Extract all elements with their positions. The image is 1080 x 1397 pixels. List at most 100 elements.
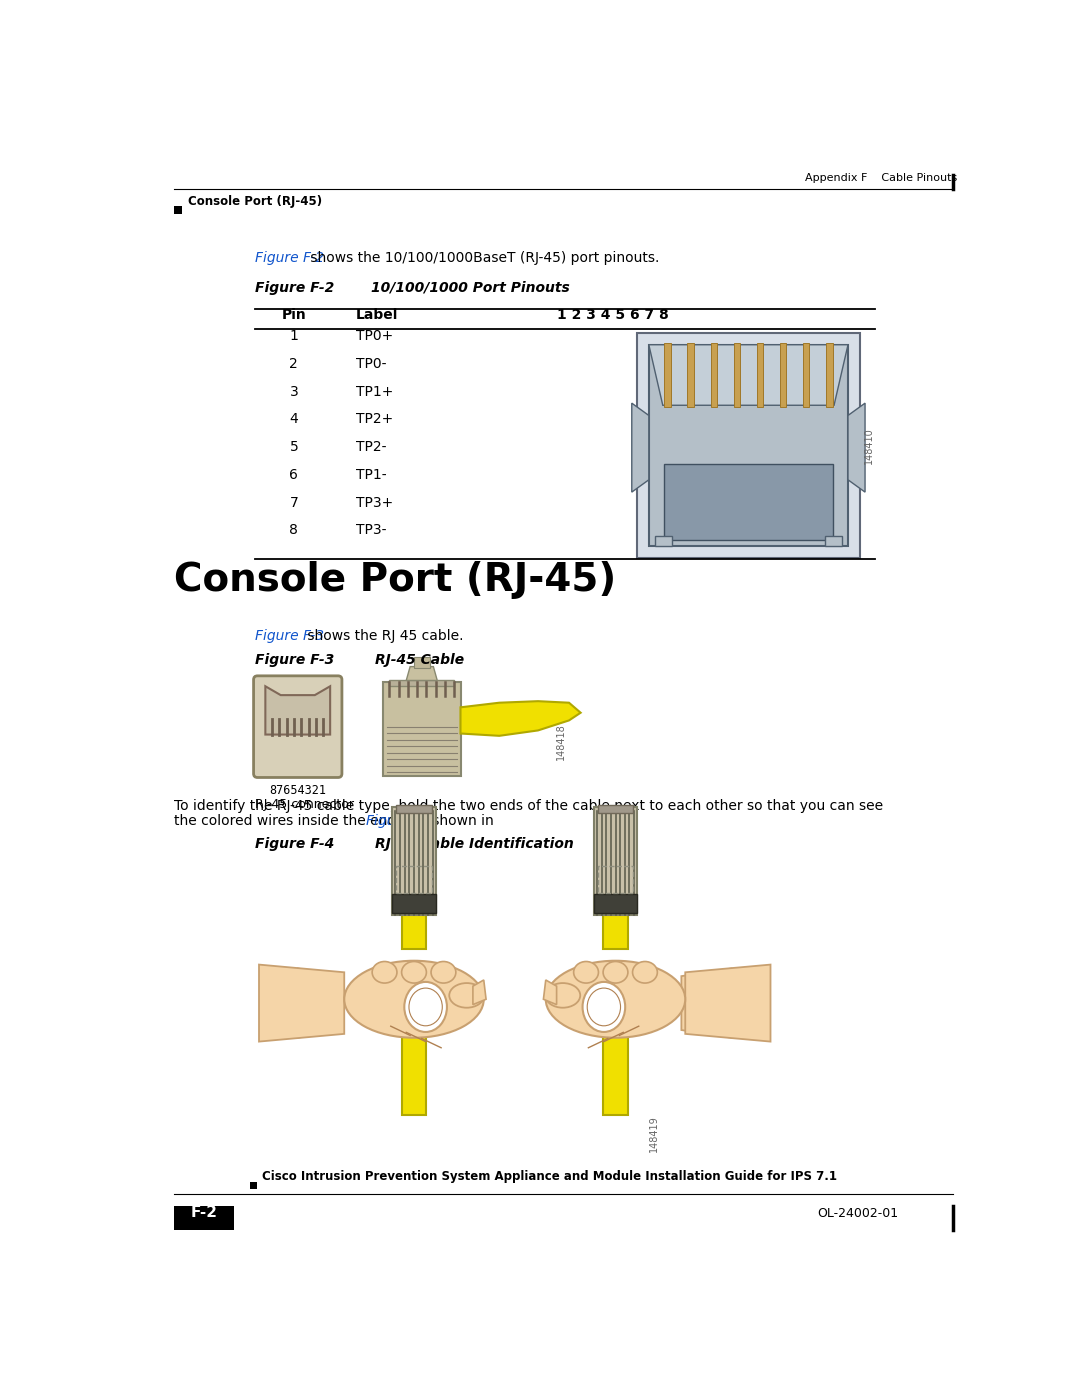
- Ellipse shape: [633, 961, 658, 983]
- Text: .: .: [410, 814, 416, 828]
- Text: shows the RJ 45 cable.: shows the RJ 45 cable.: [303, 629, 463, 643]
- Bar: [594, 894, 637, 914]
- Bar: [664, 344, 671, 407]
- Text: RJ-45 connector: RJ-45 connector: [255, 798, 354, 810]
- Text: the colored wires inside the ends, as shown in: the colored wires inside the ends, as sh…: [174, 814, 498, 828]
- Text: 8: 8: [289, 524, 298, 538]
- Bar: [414, 657, 430, 668]
- Bar: [383, 682, 460, 775]
- Ellipse shape: [582, 982, 625, 1032]
- FancyBboxPatch shape: [254, 676, 342, 778]
- Ellipse shape: [402, 961, 427, 983]
- Text: shows the 10/100/1000BaseT (RJ-45) port pinouts.: shows the 10/100/1000BaseT (RJ-45) port …: [306, 251, 659, 265]
- Text: 148419: 148419: [649, 1116, 659, 1153]
- Polygon shape: [681, 968, 747, 1038]
- Text: 148418: 148418: [556, 722, 566, 760]
- Text: RJ-45 Cable: RJ-45 Cable: [375, 652, 464, 666]
- Polygon shape: [543, 979, 556, 1004]
- Text: RJ-45 Cable Identification: RJ-45 Cable Identification: [375, 837, 573, 851]
- Text: TP2+: TP2+: [356, 412, 393, 426]
- Polygon shape: [406, 666, 437, 680]
- Ellipse shape: [573, 961, 598, 983]
- Text: TP1+: TP1+: [356, 384, 393, 398]
- Polygon shape: [473, 979, 486, 1004]
- Text: OL-24002-01: OL-24002-01: [818, 1207, 899, 1220]
- Text: TP3+: TP3+: [356, 496, 393, 510]
- Polygon shape: [266, 686, 330, 735]
- Bar: [733, 344, 740, 407]
- Bar: [249, 1182, 257, 1189]
- Bar: [711, 344, 717, 407]
- Text: 5: 5: [289, 440, 298, 454]
- Bar: [396, 866, 432, 893]
- Bar: [597, 805, 633, 813]
- Text: 4: 4: [289, 412, 298, 426]
- Bar: [174, 1206, 234, 1231]
- Bar: [396, 805, 432, 813]
- Text: Figure F-4: Figure F-4: [366, 814, 435, 828]
- Text: Appendix F    Cable Pinouts: Appendix F Cable Pinouts: [806, 173, 958, 183]
- Text: Figure F-2: Figure F-2: [255, 281, 335, 295]
- Polygon shape: [649, 345, 848, 405]
- Bar: [402, 1007, 427, 1115]
- Ellipse shape: [373, 961, 397, 983]
- Bar: [664, 464, 833, 541]
- Text: Label: Label: [356, 307, 399, 321]
- Bar: [594, 806, 637, 915]
- Bar: [656, 535, 672, 546]
- Ellipse shape: [449, 983, 484, 1007]
- Bar: [392, 806, 435, 915]
- Text: 7: 7: [289, 496, 298, 510]
- Text: Pin: Pin: [282, 307, 307, 321]
- Text: Figure F-4: Figure F-4: [255, 837, 335, 851]
- Bar: [688, 344, 693, 407]
- Bar: [174, 207, 181, 214]
- Bar: [603, 1007, 627, 1115]
- Text: TP2-: TP2-: [356, 440, 387, 454]
- Bar: [389, 680, 455, 686]
- Bar: [392, 894, 435, 914]
- Polygon shape: [259, 964, 345, 1042]
- Ellipse shape: [545, 983, 580, 1007]
- Text: 148410: 148410: [864, 427, 874, 464]
- Text: TP1-: TP1-: [356, 468, 387, 482]
- Text: To identify the RJ-45 cable type, hold the two ends of the cable next to each ot: To identify the RJ-45 cable type, hold t…: [174, 799, 882, 813]
- Polygon shape: [460, 701, 581, 736]
- Text: F-2: F-2: [190, 1206, 217, 1220]
- Text: 3: 3: [289, 384, 298, 398]
- Text: 1: 1: [289, 330, 298, 344]
- Bar: [826, 344, 833, 407]
- Polygon shape: [632, 404, 649, 492]
- Text: 2: 2: [289, 356, 298, 372]
- Text: 6: 6: [289, 468, 298, 482]
- Ellipse shape: [588, 988, 621, 1025]
- Text: TP0-: TP0-: [356, 356, 387, 372]
- Polygon shape: [685, 964, 770, 1042]
- Ellipse shape: [345, 961, 484, 1038]
- Polygon shape: [848, 404, 865, 492]
- Ellipse shape: [431, 961, 456, 983]
- Bar: [780, 344, 786, 407]
- Ellipse shape: [409, 988, 443, 1025]
- Bar: [757, 344, 764, 407]
- Bar: [804, 344, 809, 407]
- Text: Figure F-3: Figure F-3: [255, 629, 324, 643]
- Text: Console Port (RJ-45): Console Port (RJ-45): [174, 560, 616, 599]
- Ellipse shape: [545, 961, 685, 1038]
- Bar: [637, 334, 860, 557]
- Bar: [597, 866, 633, 893]
- Text: 1 2 3 4 5 6 7 8: 1 2 3 4 5 6 7 8: [557, 307, 670, 321]
- Text: 87654321: 87654321: [269, 784, 326, 796]
- Text: Figure F-2: Figure F-2: [255, 251, 324, 265]
- Bar: [603, 884, 627, 949]
- Text: Cisco Intrusion Prevention System Appliance and Module Installation Guide for IP: Cisco Intrusion Prevention System Applia…: [262, 1171, 837, 1183]
- Ellipse shape: [603, 961, 627, 983]
- Polygon shape: [282, 968, 340, 1038]
- Text: Figure F-3: Figure F-3: [255, 652, 335, 666]
- Text: TP0+: TP0+: [356, 330, 393, 344]
- Bar: [402, 884, 427, 949]
- Text: 10/100/1000 Port Pinouts: 10/100/1000 Port Pinouts: [372, 281, 570, 295]
- Text: TP3-: TP3-: [356, 524, 387, 538]
- Bar: [649, 345, 848, 546]
- Bar: [825, 535, 841, 546]
